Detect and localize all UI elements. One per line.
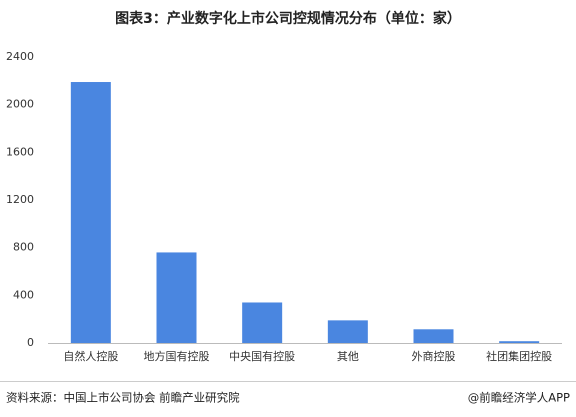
x-tick-label: 其他: [337, 350, 359, 363]
chart-title: 图表3：产业数字化上市公司控规情况分布（单位：家）: [115, 10, 461, 27]
y-tick-label: 1600: [6, 145, 34, 158]
y-tick-label: 2000: [6, 98, 34, 111]
x-tick-label: 地方国有控股: [144, 349, 210, 363]
x-tick-label: 社团集团控股: [486, 349, 552, 363]
y-tick-label: 800: [13, 241, 34, 254]
x-tick-label: 外商控股: [412, 349, 456, 363]
y-tick-label: 1200: [6, 193, 34, 206]
bar: [242, 302, 283, 343]
source: 资料来源：中国上市公司协会 前瞻产业研究院: [6, 391, 240, 405]
credit: @前瞻经济学人APP: [468, 391, 570, 405]
x-tick-label: 中央国有控股: [229, 349, 295, 363]
x-tick-label: 自然人控股: [63, 349, 118, 363]
bar: [70, 82, 111, 344]
y-tick-label: 2400: [6, 50, 34, 63]
y-tick-label: 0: [27, 336, 34, 349]
y-tick-label: 400: [13, 288, 34, 301]
bar: [327, 320, 368, 343]
bar: [413, 329, 454, 343]
bar: [156, 252, 197, 343]
bar: [499, 341, 540, 343]
